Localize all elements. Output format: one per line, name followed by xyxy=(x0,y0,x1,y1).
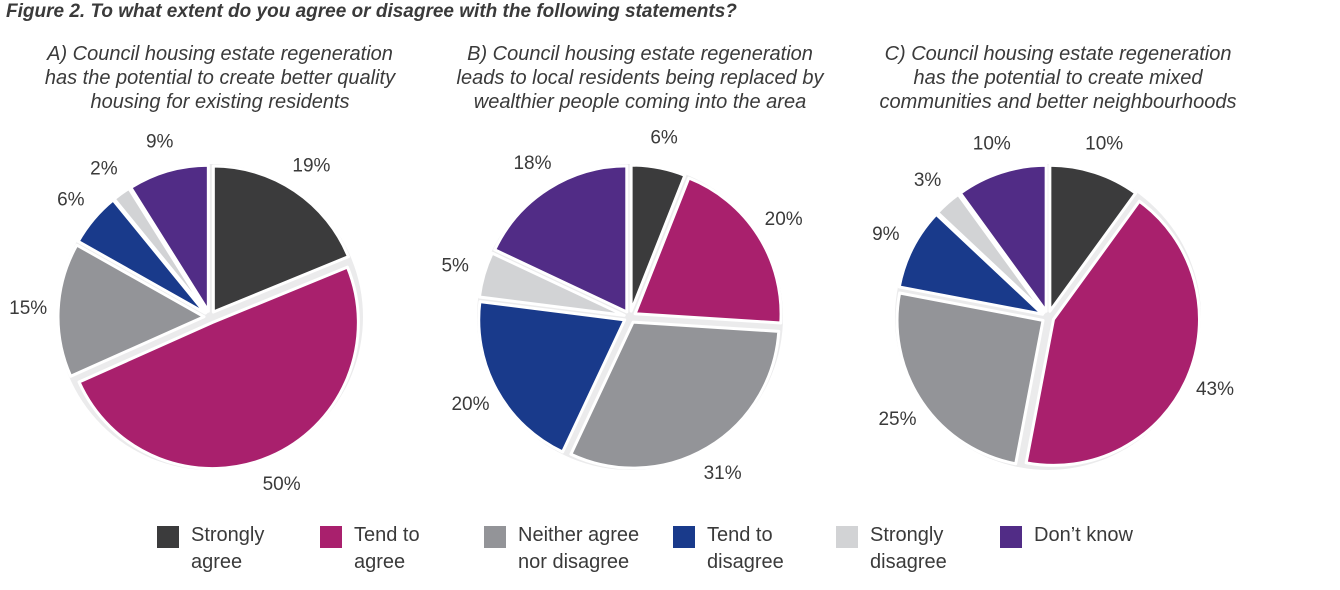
pie-svg: 10% 43% 25% 9% 3% 10% xyxy=(872,133,1234,470)
pie-label-neither: 31% xyxy=(704,463,742,484)
legend: Strongly agree Tend to agree Neither agr… xyxy=(0,522,1340,582)
legend-swatch xyxy=(157,526,179,548)
legend-swatch xyxy=(484,526,506,548)
pie-chart-b: B) Council housing estate regeneration l… xyxy=(420,42,860,512)
pie-label-strongly-agree: 10% xyxy=(1085,133,1123,154)
pie-chart-c: C) Council housing estate regeneration h… xyxy=(838,42,1278,512)
pie-label-tend-to-disagree: 6% xyxy=(57,189,85,210)
pie-slice-strongly-agree xyxy=(211,164,350,314)
pie-slice-tend-to-agree xyxy=(633,176,783,325)
chart-title: A) Council housing estate regeneration h… xyxy=(0,42,440,114)
legend-label-line: Strongly xyxy=(191,524,265,546)
pie-slice-strongly-disagree xyxy=(112,186,208,314)
pie-label-neither: 15% xyxy=(9,298,47,319)
pie-slice-tend-to-disagree xyxy=(897,212,1045,316)
pie-label-neither: 25% xyxy=(878,409,916,430)
legend-label: Strongly disagree xyxy=(870,522,947,576)
chart-title-line: B) Council housing estate regeneration xyxy=(467,43,813,65)
chart-title-line: leads to local residents being replaced … xyxy=(456,67,824,89)
legend-label-line: agree xyxy=(191,551,243,573)
legend-swatch xyxy=(673,526,695,548)
pie-slice-tend-to-agree xyxy=(77,265,360,471)
chart-title-line: C) Council housing estate regeneration xyxy=(884,43,1232,65)
legend-label: Neither agree nor disagree xyxy=(518,522,639,576)
chart-title: C) Council housing estate regeneration h… xyxy=(838,42,1278,114)
legend-label-line: disagree xyxy=(707,551,784,573)
pie-label-strongly-disagree: 5% xyxy=(441,256,469,277)
legend-label-line: agree xyxy=(354,551,406,573)
pie-slice-neither xyxy=(569,320,781,470)
legend-label: Tend to agree xyxy=(354,522,420,576)
pie-slice-tend-to-disagree xyxy=(477,300,627,454)
legend-label-line: nor disagree xyxy=(518,551,630,573)
pie-label-tend-to-agree: 20% xyxy=(765,209,803,230)
pie-label-dont-know: 18% xyxy=(513,153,551,174)
chart-title-line: wealthier people coming into the area xyxy=(473,91,807,113)
pie-slice-tend-to-disagree xyxy=(76,198,207,315)
legend-label-line: Don’t know xyxy=(1034,524,1133,546)
chart-title-line: communities and better neighbourhoods xyxy=(879,91,1237,113)
pie-slice-neither xyxy=(895,291,1045,466)
pie-slice-strongly-agree xyxy=(629,163,687,313)
legend-label-line: Neither agree xyxy=(518,524,640,546)
chart-title-line: has the potential to create better quali… xyxy=(44,67,396,89)
pie-label-tend-to-agree: 43% xyxy=(1196,379,1234,400)
pie-slice-strongly-disagree xyxy=(477,251,626,317)
pie-slice-dont-know xyxy=(958,163,1048,313)
pie-label-dont-know: 9% xyxy=(146,132,174,153)
pie-slice-dont-know xyxy=(493,164,629,314)
pie-label-tend-to-agree: 50% xyxy=(263,474,301,495)
pie-slice-neither xyxy=(56,243,206,378)
pie-label-strongly-disagree: 2% xyxy=(90,159,118,180)
legend-swatch xyxy=(320,526,342,548)
chart-title: B) Council housing estate regeneration l… xyxy=(420,42,860,114)
pie-label-strongly-agree: 19% xyxy=(292,155,330,176)
pie-label-tend-to-disagree: 9% xyxy=(872,224,900,245)
pie-slice-strongly-disagree xyxy=(936,192,1046,314)
legend-label-line: Tend to xyxy=(707,524,773,546)
pie-slice-dont-know xyxy=(129,163,210,313)
chart-title-line: A) Council housing estate regeneration xyxy=(47,43,393,65)
legend-swatch xyxy=(836,526,858,548)
legend-label: Tend to disagree xyxy=(707,522,784,576)
pie-label-strongly-agree: 6% xyxy=(650,128,678,149)
chart-title-line: has the potential to create mixed xyxy=(913,67,1203,89)
pie-label-tend-to-disagree: 20% xyxy=(451,394,489,415)
pie-label-dont-know: 10% xyxy=(973,133,1011,154)
pie-slice-strongly-agree xyxy=(1048,163,1138,313)
legend-label-line: disagree xyxy=(870,551,947,573)
pie-chart-a: A) Council housing estate regeneration h… xyxy=(0,42,440,512)
pie-slice-tend-to-agree xyxy=(1024,199,1201,467)
legend-label: Don’t know xyxy=(1034,522,1133,549)
chart-title-line: housing for existing residents xyxy=(90,91,350,113)
legend-label-line: Strongly xyxy=(870,524,944,546)
figure-title: Figure 2. To what extent do you agree or… xyxy=(6,1,737,22)
legend-label: Strongly agree xyxy=(191,522,264,576)
pie-svg: 19% 50% 15% 6%2% 9% xyxy=(9,132,363,495)
legend-label-line: Tend to xyxy=(354,524,420,546)
pie-label-strongly-disagree: 3% xyxy=(914,170,942,191)
pie-svg: 6% 20% 31% 20% 5% 18% xyxy=(441,128,803,485)
legend-swatch xyxy=(1000,526,1022,548)
